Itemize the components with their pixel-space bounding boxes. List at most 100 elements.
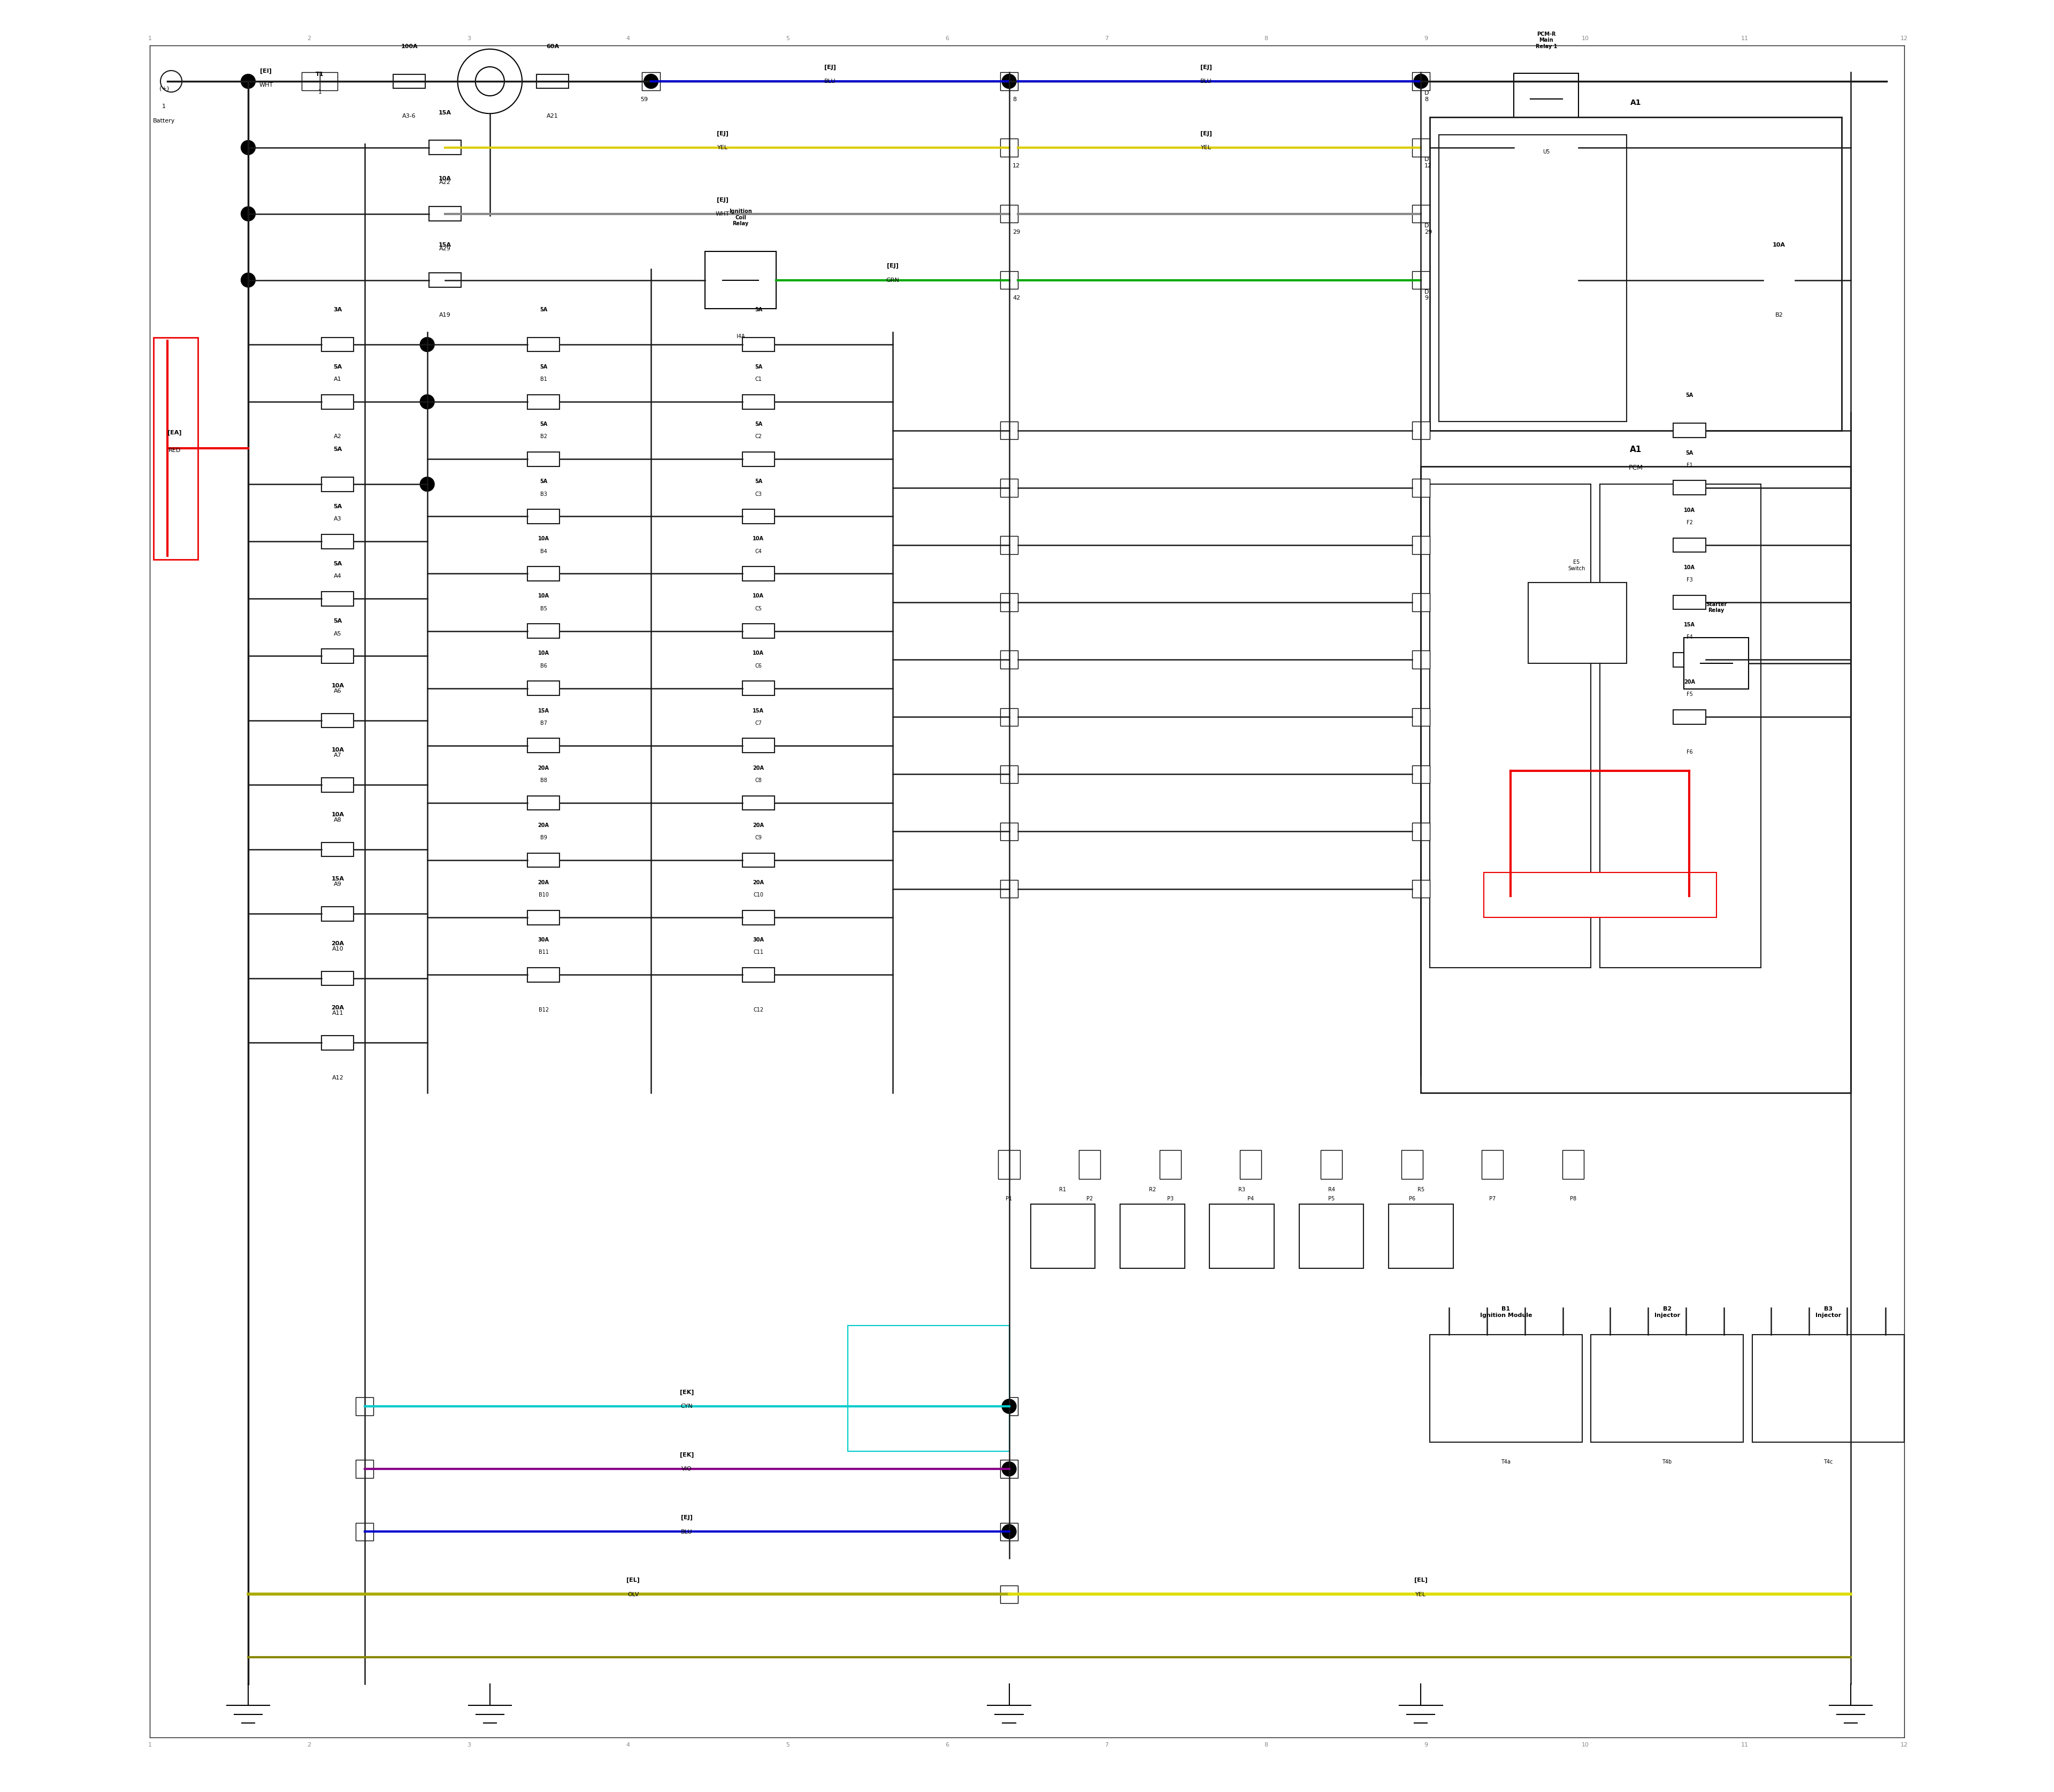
Text: C2: C2: [756, 434, 762, 439]
Bar: [741, 738, 774, 753]
Text: 20A: 20A: [538, 880, 548, 885]
Bar: [322, 477, 353, 491]
Bar: [528, 452, 559, 466]
Text: T4c: T4c: [1824, 1459, 1832, 1464]
Bar: [848, 1326, 1009, 1452]
Text: [EL]: [EL]: [1415, 1577, 1428, 1582]
Text: 5A: 5A: [333, 364, 343, 369]
Bar: [536, 73, 569, 88]
Text: B12: B12: [538, 1007, 548, 1012]
Text: 1: 1: [162, 104, 166, 109]
Text: GRN: GRN: [885, 278, 900, 283]
Bar: [1411, 880, 1430, 898]
Text: BLU: BLU: [682, 1529, 692, 1534]
Text: P6: P6: [1409, 1195, 1415, 1201]
Text: 3: 3: [466, 1742, 470, 1747]
Text: 5A: 5A: [540, 364, 548, 369]
Text: T4a: T4a: [1501, 1459, 1512, 1464]
Bar: [528, 796, 559, 810]
Text: 1: 1: [148, 36, 152, 41]
Text: 11: 11: [1742, 1742, 1748, 1747]
Text: 9: 9: [1423, 1742, 1428, 1747]
Text: A19: A19: [440, 312, 452, 317]
Text: A22: A22: [440, 179, 452, 185]
Bar: [1000, 593, 1019, 611]
Bar: [1411, 650, 1430, 668]
Text: 30A: 30A: [538, 937, 548, 943]
Bar: [322, 649, 353, 663]
Bar: [1481, 1150, 1504, 1179]
Text: B7: B7: [540, 720, 546, 726]
Bar: [1430, 116, 1842, 430]
Bar: [1411, 421, 1430, 439]
Bar: [528, 968, 559, 982]
Text: A8: A8: [333, 817, 341, 823]
Text: A11: A11: [333, 1011, 343, 1016]
Bar: [1674, 595, 1705, 609]
Text: 5A: 5A: [540, 478, 548, 484]
Text: P1: P1: [1006, 1195, 1013, 1201]
Text: A4: A4: [333, 573, 341, 579]
Bar: [322, 534, 353, 548]
Text: T1: T1: [316, 72, 325, 77]
Bar: [528, 910, 559, 925]
Text: 60A: 60A: [546, 43, 559, 48]
Bar: [1684, 638, 1748, 688]
Bar: [528, 681, 559, 695]
Bar: [1411, 204, 1430, 222]
Text: 15A: 15A: [440, 242, 452, 247]
Text: YEL: YEL: [1415, 1591, 1425, 1597]
Text: A1: A1: [1629, 446, 1641, 453]
Bar: [1000, 823, 1019, 840]
Bar: [741, 452, 774, 466]
Text: 10A: 10A: [538, 650, 548, 656]
Bar: [1674, 710, 1705, 724]
Text: C10: C10: [754, 892, 764, 898]
Text: B9: B9: [540, 835, 546, 840]
Text: A3: A3: [335, 516, 341, 521]
Text: A1: A1: [1631, 99, 1641, 106]
Text: [EK]: [EK]: [680, 1389, 694, 1394]
Text: 6: 6: [945, 1742, 949, 1747]
Text: P8: P8: [1569, 1195, 1575, 1201]
Bar: [1430, 484, 1592, 968]
Bar: [355, 1523, 374, 1541]
Text: 10A: 10A: [440, 176, 452, 181]
Text: C11: C11: [754, 950, 764, 955]
Bar: [528, 337, 559, 351]
Circle shape: [1002, 73, 1017, 88]
Bar: [1674, 652, 1705, 667]
Text: 10: 10: [1582, 36, 1590, 41]
Text: BLU: BLU: [824, 79, 836, 84]
Bar: [1411, 765, 1430, 783]
Text: 15A: 15A: [538, 708, 548, 713]
Bar: [741, 337, 774, 351]
Text: 12: 12: [1900, 1742, 1908, 1747]
Bar: [1430, 1335, 1582, 1443]
Bar: [1592, 1335, 1744, 1443]
Text: F6: F6: [1686, 749, 1692, 754]
Text: C6: C6: [756, 663, 762, 668]
Bar: [528, 624, 559, 638]
Text: [EJ]: [EJ]: [682, 1514, 692, 1520]
Text: A29: A29: [440, 246, 452, 251]
Text: 20A: 20A: [538, 823, 548, 828]
Text: 4: 4: [626, 36, 631, 41]
Text: YEL: YEL: [717, 145, 727, 151]
Text: 30A: 30A: [754, 937, 764, 943]
Text: C5: C5: [756, 606, 762, 611]
Text: B2: B2: [1775, 312, 1783, 317]
Bar: [1438, 134, 1627, 421]
Bar: [1078, 1150, 1101, 1179]
Text: R1: R1: [1060, 1186, 1066, 1192]
Text: F5: F5: [1686, 692, 1692, 697]
Text: 5A: 5A: [754, 306, 762, 312]
Text: B3
Injector: B3 Injector: [1816, 1306, 1840, 1317]
Bar: [322, 591, 353, 606]
Bar: [322, 842, 353, 857]
Text: P5: P5: [1329, 1195, 1335, 1201]
Text: Ignition
Coil
Relay: Ignition Coil Relay: [729, 208, 752, 226]
Text: R5: R5: [1417, 1186, 1423, 1192]
Bar: [1411, 72, 1430, 90]
Text: B1: B1: [540, 376, 546, 382]
